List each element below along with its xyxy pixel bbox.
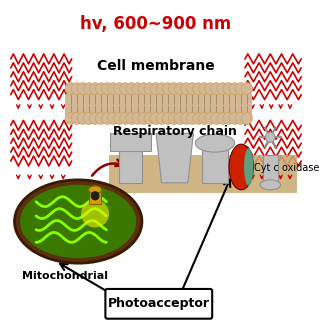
Circle shape [162, 113, 173, 124]
Circle shape [241, 83, 253, 95]
Circle shape [65, 83, 76, 95]
Circle shape [229, 113, 240, 124]
Bar [119, 150, 142, 183]
Circle shape [229, 83, 240, 95]
Circle shape [217, 83, 228, 95]
Circle shape [180, 113, 192, 124]
Text: Mitochondrial: Mitochondrial [22, 271, 108, 281]
Circle shape [174, 113, 186, 124]
Circle shape [156, 83, 167, 95]
Bar [65, 94, 253, 115]
Circle shape [193, 113, 204, 124]
Circle shape [91, 192, 99, 200]
Circle shape [83, 83, 95, 95]
Circle shape [108, 113, 119, 124]
Circle shape [168, 83, 180, 95]
Circle shape [265, 132, 275, 142]
Circle shape [150, 113, 162, 124]
Ellipse shape [195, 134, 235, 152]
Text: Cell membrane: Cell membrane [97, 59, 215, 73]
Ellipse shape [20, 185, 136, 258]
Circle shape [187, 83, 198, 95]
Circle shape [65, 113, 76, 124]
Bar [109, 155, 297, 193]
Ellipse shape [244, 148, 254, 186]
FancyBboxPatch shape [105, 289, 212, 319]
Circle shape [108, 83, 119, 95]
Circle shape [132, 83, 143, 95]
Circle shape [77, 113, 88, 124]
Circle shape [174, 83, 186, 95]
Circle shape [223, 113, 234, 124]
Polygon shape [156, 133, 193, 183]
Bar [110, 133, 151, 151]
Ellipse shape [15, 180, 142, 263]
Circle shape [156, 113, 167, 124]
Bar [89, 190, 101, 204]
Circle shape [205, 83, 216, 95]
Circle shape [168, 113, 180, 124]
Circle shape [144, 113, 155, 124]
Circle shape [77, 83, 88, 95]
Circle shape [114, 113, 125, 124]
Circle shape [193, 83, 204, 95]
Circle shape [205, 113, 216, 124]
Circle shape [138, 113, 149, 124]
Text: Cyt c oxidase: Cyt c oxidase [254, 163, 320, 173]
Circle shape [95, 83, 107, 95]
Circle shape [71, 83, 82, 95]
Circle shape [102, 83, 113, 95]
Ellipse shape [88, 186, 102, 194]
Circle shape [199, 113, 210, 124]
Circle shape [126, 83, 137, 95]
Circle shape [187, 113, 198, 124]
Circle shape [235, 113, 246, 124]
Circle shape [223, 83, 234, 95]
Text: Photoacceptor: Photoacceptor [108, 297, 210, 310]
Bar [263, 155, 278, 185]
Text: hv, 600~900 nm: hv, 600~900 nm [80, 15, 232, 33]
Circle shape [162, 83, 173, 95]
Ellipse shape [229, 144, 254, 190]
Circle shape [138, 83, 149, 95]
Circle shape [235, 83, 246, 95]
Circle shape [89, 113, 101, 124]
Circle shape [126, 113, 137, 124]
Circle shape [217, 113, 228, 124]
Circle shape [144, 83, 155, 95]
Circle shape [132, 113, 143, 124]
Circle shape [211, 113, 222, 124]
Circle shape [150, 83, 162, 95]
Bar [202, 150, 228, 183]
Circle shape [114, 83, 125, 95]
Circle shape [180, 83, 192, 95]
Circle shape [102, 113, 113, 124]
Text: Respiratory chain: Respiratory chain [113, 125, 237, 138]
Circle shape [199, 83, 210, 95]
Circle shape [71, 113, 82, 124]
Circle shape [211, 83, 222, 95]
Ellipse shape [260, 180, 281, 190]
Circle shape [83, 113, 95, 124]
Circle shape [120, 113, 131, 124]
Circle shape [89, 83, 101, 95]
Circle shape [241, 113, 253, 124]
Ellipse shape [81, 200, 109, 227]
Circle shape [120, 83, 131, 95]
Circle shape [95, 113, 107, 124]
